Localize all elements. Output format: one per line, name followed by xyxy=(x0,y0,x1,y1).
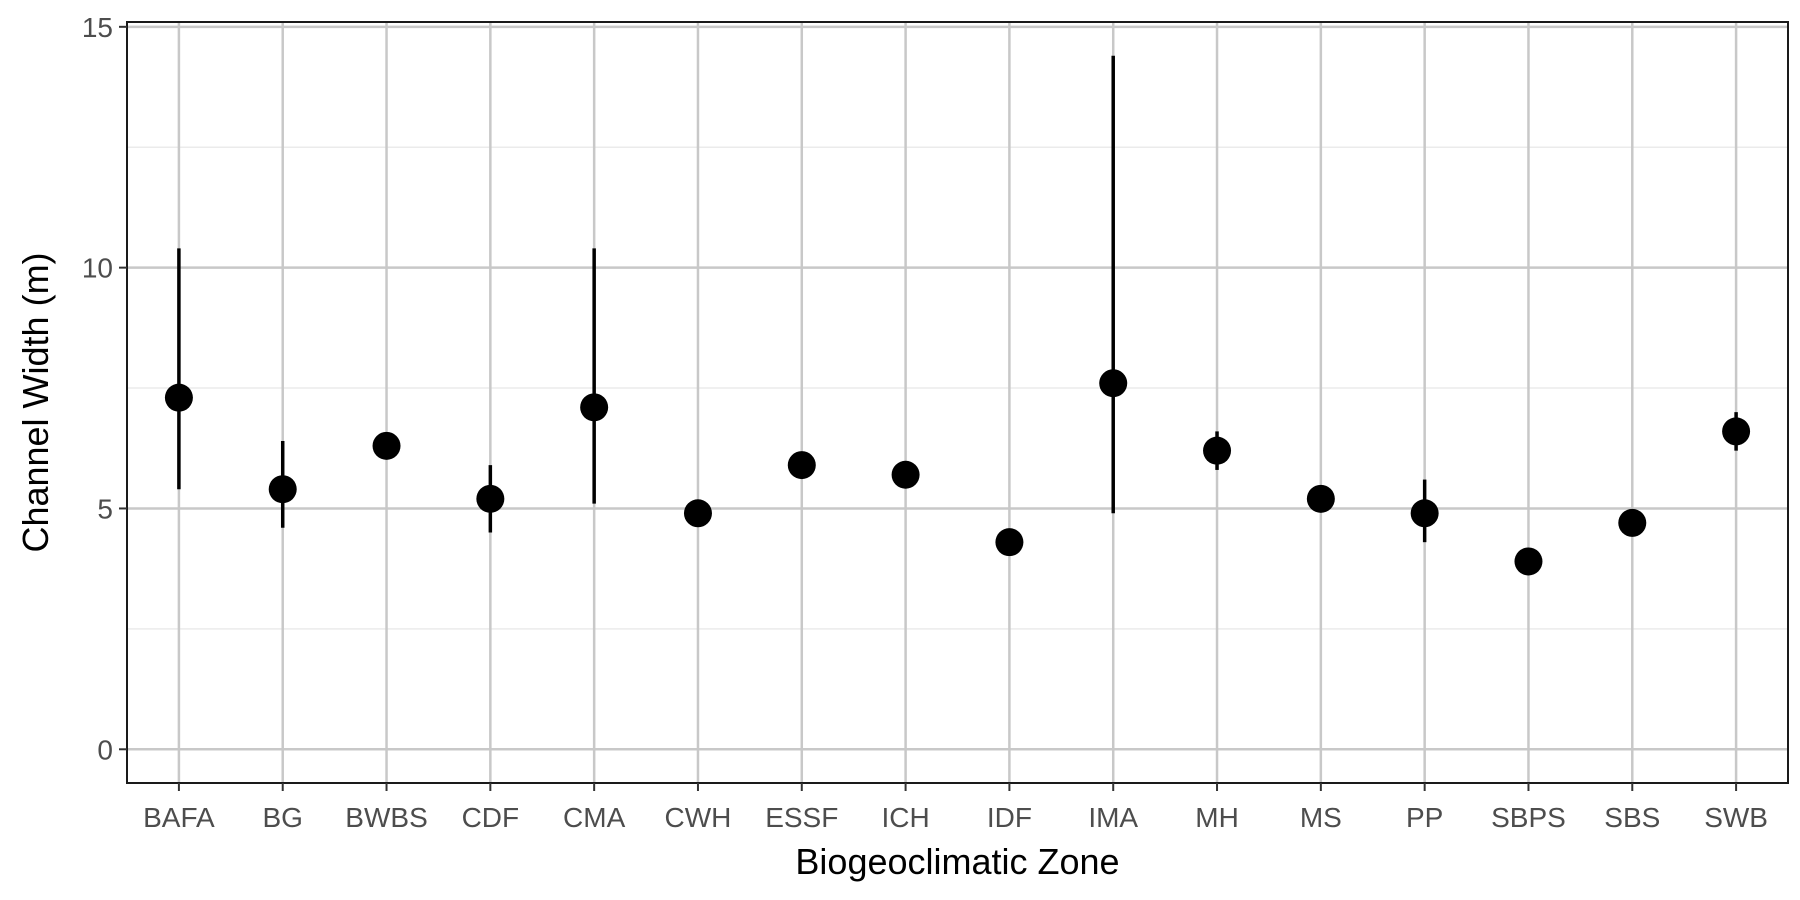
data-point-bwbs xyxy=(372,431,401,460)
data-point-ich xyxy=(891,460,920,489)
major-gridlines xyxy=(127,22,1788,783)
data-points xyxy=(164,369,1751,576)
y-axis-title: Channel Width (m) xyxy=(15,252,56,552)
y-axis: 0 5 10 15 xyxy=(82,12,127,765)
x-tick-label-ms: MS xyxy=(1300,802,1342,833)
x-tick-label-sbps: SBPS xyxy=(1491,802,1566,833)
x-axis: BAFA BG BWBS CDF CMA CWH ESSF ICH IDF IMA MH MS PP SB… xyxy=(143,783,1768,833)
x-tick-label-cwh: CWH xyxy=(665,802,732,833)
x-tick-label-swb: SWB xyxy=(1704,802,1768,833)
x-tick-label-idf: IDF xyxy=(987,802,1032,833)
data-point-essf xyxy=(787,451,816,480)
y-tick-label: 0 xyxy=(97,734,113,765)
x-tick-label-ich: ICH xyxy=(881,802,929,833)
data-point-cwh xyxy=(683,499,712,528)
data-point-pp xyxy=(1410,499,1439,528)
data-point-cma xyxy=(580,393,609,422)
x-tick-label-sbs: SBS xyxy=(1604,802,1660,833)
x-tick-label-cdf: CDF xyxy=(462,802,520,833)
x-tick-label-ima: IMA xyxy=(1088,802,1138,833)
y-tick-label: 10 xyxy=(82,253,113,284)
x-tick-label-bafa: BAFA xyxy=(143,802,215,833)
data-point-idf xyxy=(995,528,1024,557)
error-bars xyxy=(177,55,1738,543)
x-tick-label-mh: MH xyxy=(1195,802,1239,833)
y-tick-label: 15 xyxy=(82,12,113,43)
data-point-bg xyxy=(268,475,297,504)
x-tick-label-bg: BG xyxy=(262,802,302,833)
x-tick-label-bwbs: BWBS xyxy=(345,802,427,833)
minor-gridlines xyxy=(127,146,1788,630)
x-tick-label-pp: PP xyxy=(1406,802,1443,833)
x-axis-title: Biogeoclimatic Zone xyxy=(795,841,1119,882)
data-point-swb xyxy=(1722,417,1751,446)
x-tick-label-essf: ESSF xyxy=(765,802,838,833)
data-point-bafa xyxy=(164,383,193,412)
x-tick-label-cma: CMA xyxy=(563,802,626,833)
data-point-ms xyxy=(1306,484,1335,513)
data-point-mh xyxy=(1203,436,1232,465)
y-tick-label: 5 xyxy=(97,493,113,524)
data-point-cdf xyxy=(476,484,505,513)
data-point-sbs xyxy=(1618,508,1647,537)
data-point-sbps xyxy=(1514,547,1543,576)
data-point-ima xyxy=(1099,369,1128,398)
panel-border xyxy=(126,21,1789,784)
